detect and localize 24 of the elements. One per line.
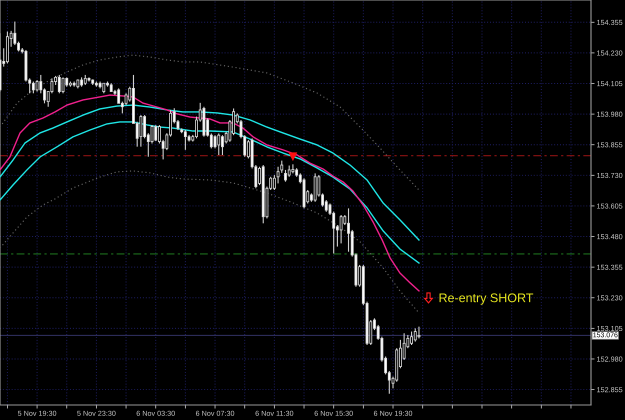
candlestick <box>291 164 294 174</box>
candlestick <box>36 80 39 92</box>
candlestick <box>314 172 317 202</box>
candlestick <box>117 88 120 104</box>
candlestick <box>80 76 84 88</box>
candlestick <box>288 164 291 178</box>
candlestick <box>32 80 35 94</box>
candlestick <box>62 76 64 94</box>
candlestick <box>347 208 350 252</box>
candlestick <box>154 124 158 142</box>
candlestick <box>102 82 106 94</box>
candlestick <box>418 326 420 339</box>
candlestick <box>143 114 146 139</box>
candlestick <box>184 129 187 150</box>
candlestick <box>284 169 287 182</box>
candlestick <box>414 328 417 342</box>
candlestick <box>280 160 284 174</box>
candlestick <box>139 114 142 148</box>
annotation: Re-entry SHORT <box>440 293 534 305</box>
candlestick <box>217 132 220 156</box>
candlestick <box>221 134 224 156</box>
candlestick <box>58 74 61 94</box>
candlestick <box>410 330 413 346</box>
candlestick <box>340 214 343 244</box>
